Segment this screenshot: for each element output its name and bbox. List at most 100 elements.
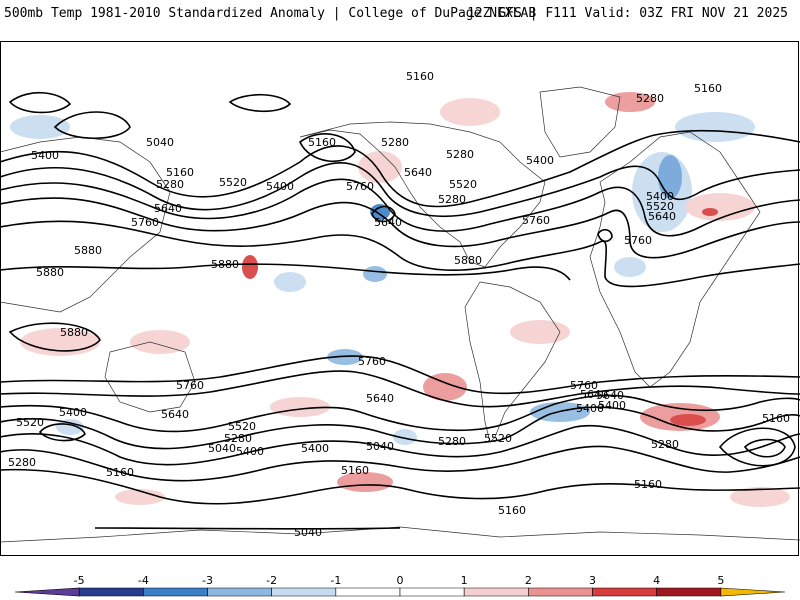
contour-label: 5040 xyxy=(294,526,322,539)
contour-line xyxy=(0,162,800,218)
contour-label: 5880 xyxy=(74,244,102,257)
colorbar-label: 0 xyxy=(397,574,404,587)
contour-label: 5280 xyxy=(438,193,466,206)
contour-label: 5400 xyxy=(301,442,329,455)
cold-anomaly xyxy=(274,272,306,292)
contour-line xyxy=(743,438,786,458)
contour-line xyxy=(228,93,292,113)
contour-label: 5880 xyxy=(211,258,239,271)
coastline-antarctica xyxy=(0,526,800,543)
contour-label: 5280 xyxy=(438,435,466,448)
contour-line xyxy=(53,111,131,140)
contour-line xyxy=(0,263,571,281)
contour-label: 5760 xyxy=(176,379,204,392)
warm-anomaly xyxy=(730,487,790,507)
warm-anomaly xyxy=(670,414,706,426)
coastline-north-america xyxy=(299,121,546,268)
contour-label: 5280 xyxy=(651,438,679,451)
contour-label: 5160 xyxy=(308,136,336,149)
coastline-greenland xyxy=(539,86,621,158)
contour-line xyxy=(0,424,800,466)
colorbar-label: -2 xyxy=(266,574,277,587)
contour-label: 5160 xyxy=(106,466,134,479)
contour-label: 5520 xyxy=(16,416,44,429)
warm-anomaly xyxy=(440,98,500,126)
contour-label: 5640 xyxy=(404,166,432,179)
contour-label: 5520 xyxy=(449,178,477,191)
contour-label: 5520 xyxy=(228,420,256,433)
colorbar-label: 2 xyxy=(525,574,532,587)
contour-label: 5280 xyxy=(224,432,252,445)
contour-line xyxy=(299,133,356,163)
anomaly-shading xyxy=(10,92,790,507)
contour-label: 5400 xyxy=(526,154,554,167)
contour-line xyxy=(0,468,800,505)
contour-label: 5880 xyxy=(36,266,64,279)
contour-line xyxy=(0,370,800,408)
warm-anomaly xyxy=(510,320,570,344)
contour-label: 5400 xyxy=(236,445,264,458)
cold-anomaly xyxy=(675,112,755,142)
contour-label: 5400 xyxy=(31,149,59,162)
contour-line xyxy=(0,394,800,433)
colorbar-swatch xyxy=(14,587,80,597)
contour-label: 5760 xyxy=(358,355,386,368)
contour-label: 5280 xyxy=(636,92,664,105)
colorbar-label: 3 xyxy=(589,574,596,587)
contour-label: 5760 xyxy=(522,214,550,227)
contour-line xyxy=(8,322,101,352)
cold-anomaly xyxy=(370,204,390,220)
colorbar-swatch xyxy=(78,587,144,597)
contour-label: 5760 xyxy=(570,379,598,392)
coastline-europe-africa xyxy=(589,131,761,388)
warm-anomaly xyxy=(130,330,190,354)
map-background xyxy=(0,42,800,556)
colorbar-swatch xyxy=(399,587,465,597)
contour-label: 5280 xyxy=(381,136,409,149)
contour-label: 5400 xyxy=(266,180,294,193)
colorbar-swatch xyxy=(656,587,722,597)
colorbar-label: -3 xyxy=(202,574,213,587)
contour-line xyxy=(0,355,800,395)
contour-label: 5520 xyxy=(219,176,247,189)
height-contours xyxy=(0,91,800,530)
coastlines xyxy=(0,86,800,543)
warm-anomaly xyxy=(115,489,165,505)
contour-label: 5160 xyxy=(406,70,434,83)
colorbar-swatch xyxy=(463,587,529,597)
warm-anomaly xyxy=(242,255,258,279)
contour-label: 5160 xyxy=(762,412,790,425)
warm-anomaly xyxy=(685,193,755,221)
model-run-info: 12Z GFS | F111 Valid: 03Z FRI NOV 21 202… xyxy=(467,6,788,21)
colorbar-swatch xyxy=(207,587,272,597)
colorbar-label: 1 xyxy=(461,574,468,587)
contour-label: 5040 xyxy=(146,136,174,149)
contour-label: 5520 xyxy=(646,200,674,213)
cold-anomaly xyxy=(363,266,387,282)
contour-label: 5040 xyxy=(366,440,394,453)
colorbar-label: -1 xyxy=(330,574,341,587)
colorbar-swatch xyxy=(143,587,208,597)
contour-label: 5160 xyxy=(166,166,194,179)
contour-label: 5640 xyxy=(161,408,189,421)
warm-anomaly xyxy=(423,373,467,401)
contour-label: 5400 xyxy=(576,402,604,415)
cold-anomaly xyxy=(56,419,84,435)
colorbar: -5 -4 -3 -2 -1 0 1 2 3 4 5 xyxy=(14,574,786,597)
contour-label: 5640 xyxy=(374,216,402,229)
colorbar-label: -4 xyxy=(138,574,149,587)
contour-label: 5400 xyxy=(59,406,87,419)
contour-line xyxy=(371,205,396,223)
contour-label: 5400 xyxy=(598,399,626,412)
contour-label: 5880 xyxy=(60,326,88,339)
colorbar-swatch xyxy=(592,587,657,597)
colorbar-swatch xyxy=(720,587,786,597)
contour-line xyxy=(0,129,800,208)
contour-label: 5640 xyxy=(580,388,608,401)
contour-label: 5760 xyxy=(131,216,159,229)
cold-anomaly xyxy=(393,429,417,445)
contour-label: 5880 xyxy=(454,254,482,267)
coastline-south-america xyxy=(464,281,561,443)
contour-line xyxy=(718,427,796,467)
contour-line xyxy=(8,91,72,114)
